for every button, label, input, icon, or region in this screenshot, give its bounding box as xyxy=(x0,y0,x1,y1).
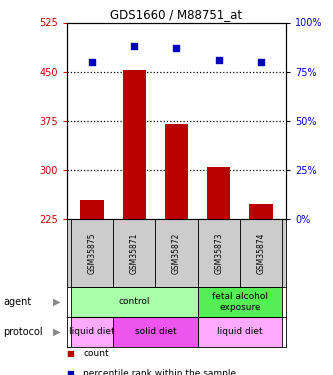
Text: ■: ■ xyxy=(67,349,75,358)
Bar xyxy=(240,219,282,287)
Bar xyxy=(197,317,282,347)
Bar xyxy=(113,317,197,347)
Bar xyxy=(197,287,282,317)
Bar xyxy=(80,200,104,219)
Bar xyxy=(249,204,273,219)
Bar xyxy=(123,70,146,219)
Bar xyxy=(71,287,197,317)
Text: fetal alcohol
exposure: fetal alcohol exposure xyxy=(212,292,268,312)
Text: control: control xyxy=(119,297,150,306)
Text: ▶: ▶ xyxy=(53,327,61,337)
Text: percentile rank within the sample: percentile rank within the sample xyxy=(83,369,236,375)
Text: GSM35872: GSM35872 xyxy=(172,232,181,274)
Text: GSM35873: GSM35873 xyxy=(214,232,223,274)
Text: protocol: protocol xyxy=(3,327,43,337)
Bar xyxy=(207,167,230,219)
Bar xyxy=(71,317,113,347)
Point xyxy=(258,59,264,65)
Text: count: count xyxy=(83,349,109,358)
Text: ■: ■ xyxy=(67,369,75,375)
Text: solid diet: solid diet xyxy=(135,327,176,336)
Text: liquid diet: liquid diet xyxy=(69,327,115,336)
Text: liquid diet: liquid diet xyxy=(217,327,263,336)
Bar xyxy=(197,219,240,287)
Point xyxy=(89,59,95,65)
Bar xyxy=(156,219,197,287)
Text: agent: agent xyxy=(3,297,32,307)
Text: GSM35874: GSM35874 xyxy=(256,232,265,274)
Text: GSM35871: GSM35871 xyxy=(130,232,139,274)
Text: GSM35875: GSM35875 xyxy=(88,232,97,274)
Bar xyxy=(71,219,113,287)
Title: GDS1660 / M88751_at: GDS1660 / M88751_at xyxy=(111,8,242,21)
Bar xyxy=(165,124,188,219)
Point xyxy=(174,45,179,51)
Point xyxy=(132,43,137,49)
Text: ▶: ▶ xyxy=(53,297,61,307)
Point xyxy=(216,57,221,63)
Bar xyxy=(113,219,156,287)
